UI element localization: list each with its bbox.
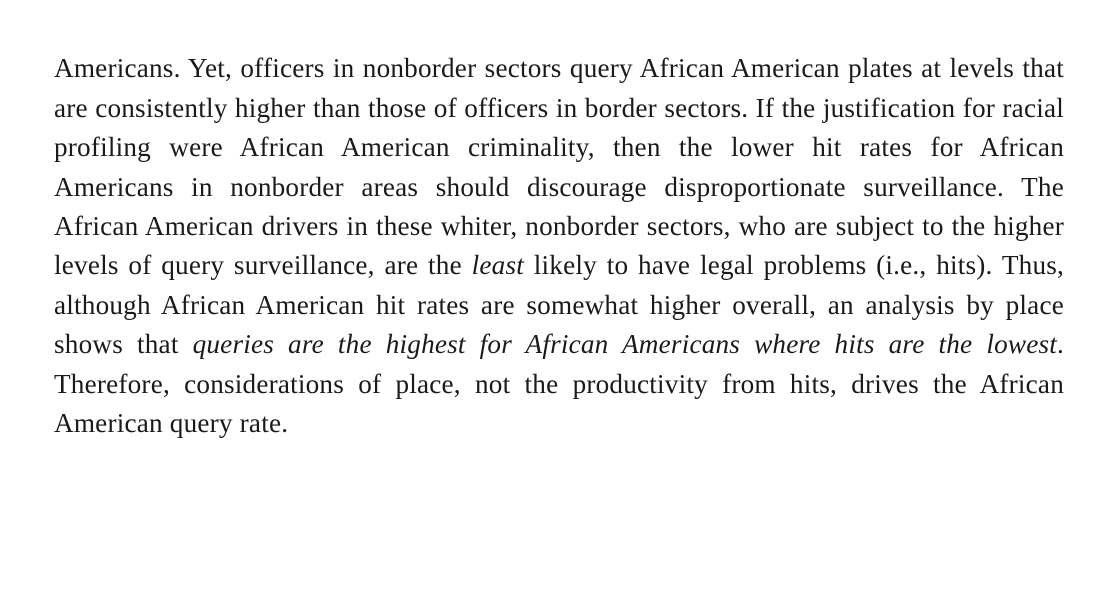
italic-run: queries are the highest for African Amer… (193, 329, 1057, 359)
document-page: Americans. Yet, officers in nonborder se… (0, 0, 1118, 600)
italic-run: least (472, 250, 524, 280)
text-run: Americans. Yet, officers in nonborder se… (54, 53, 1064, 280)
body-paragraph: Americans. Yet, officers in nonborder se… (54, 49, 1064, 443)
